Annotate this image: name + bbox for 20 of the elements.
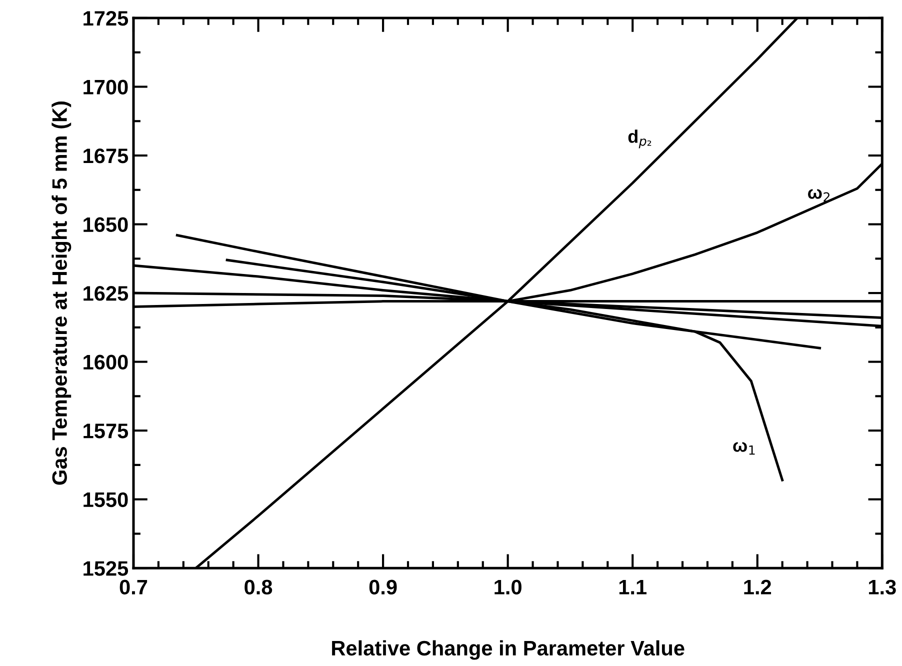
x-tick-label: 1.0 bbox=[494, 580, 522, 595]
y-tick-label: 1625 bbox=[84, 286, 128, 301]
y-tick-label: 1700 bbox=[84, 80, 128, 94]
x-tick-label: 1.1 bbox=[619, 580, 647, 594]
x-tick-label: 0.7 bbox=[120, 580, 148, 595]
x-tick-label: 1.3 bbox=[868, 580, 896, 595]
annotation: d$_{p₂}$ bbox=[628, 130, 652, 148]
y-tick-label: 1650 bbox=[84, 217, 128, 232]
y-tick-label: 1575 bbox=[84, 424, 128, 438]
x-axis-title: Relative Change in Parameter Value bbox=[332, 640, 684, 660]
x-tick-label: 0.8 bbox=[244, 580, 272, 595]
x-tick-label: 0.9 bbox=[369, 580, 397, 595]
y-tick-label: 1550 bbox=[84, 492, 128, 508]
y-tick-label: 1525 bbox=[84, 561, 128, 576]
annotation: ω$_{1}$ bbox=[733, 442, 755, 455]
y-tick-label: 1600 bbox=[84, 354, 128, 370]
x-tick-label: 1.2 bbox=[744, 580, 772, 594]
y-tick-label: 1725 bbox=[84, 10, 128, 26]
y-axis-title: Gas Temperature at Height of 5 mm (K) bbox=[52, 102, 72, 485]
y-tick-label: 1675 bbox=[84, 148, 128, 164]
